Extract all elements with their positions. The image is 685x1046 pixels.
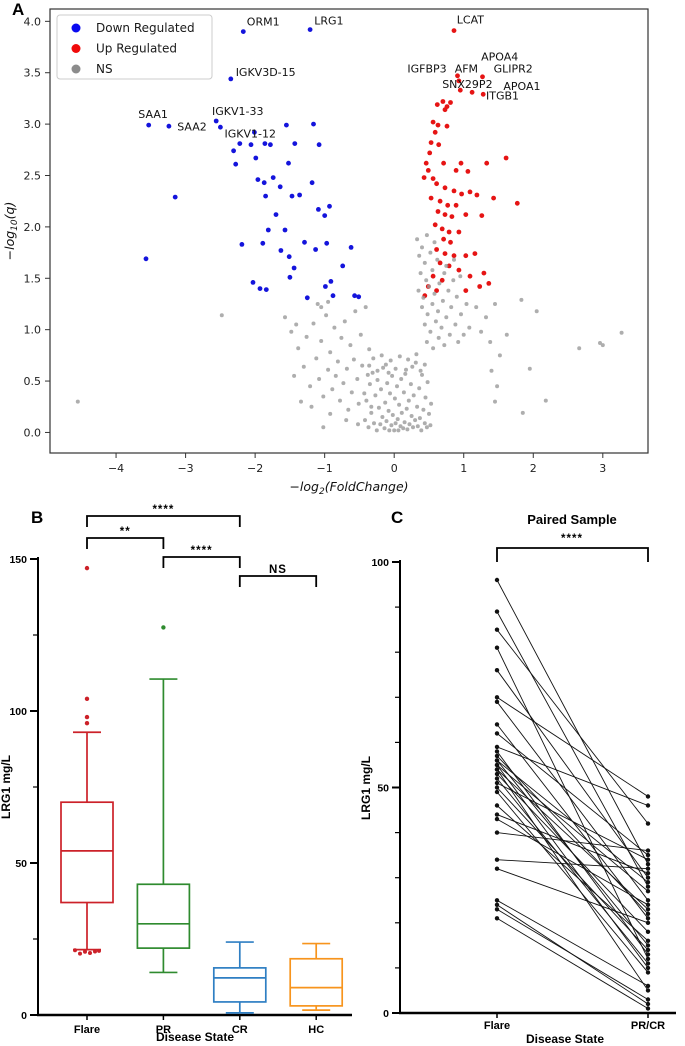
y-tick-label: 50 [377, 782, 389, 794]
outliers-pr [161, 625, 166, 630]
box-hc [289, 942, 344, 1011]
sig-bracket [238, 575, 318, 587]
gene-label: ITGB1 [486, 89, 519, 102]
y-tick-label: 0 [21, 1010, 27, 1022]
gene-label: ORM1 [247, 15, 280, 28]
y-tick-label: 3.5 [24, 67, 42, 80]
box-pr [136, 678, 191, 974]
category-label: HC [308, 1024, 324, 1036]
ns-points [75, 233, 624, 433]
y-axis-label: LRG1 mg/L [0, 755, 13, 819]
legend-box [56, 14, 213, 80]
legend-label: Up Regulated [96, 42, 177, 56]
y-tick-label: 0.0 [24, 426, 42, 439]
y-tick-label: 2.5 [24, 170, 42, 183]
y-tick-label: 0.5 [24, 375, 42, 388]
gene-label: LCAT [457, 13, 484, 26]
box-cr [212, 941, 267, 1014]
y-tick-label: 100 [371, 557, 389, 569]
sig-label: ** [120, 526, 131, 538]
sig-label: **** [191, 545, 213, 557]
panel-b-label: B [31, 508, 44, 527]
legend-marker [71, 23, 81, 33]
gene-label: SNX29P2 [442, 78, 492, 91]
sig-bracket [496, 547, 649, 562]
x-tick-label: 2 [530, 462, 537, 475]
paired-lines [496, 579, 649, 1009]
category-label: PR [156, 1024, 171, 1036]
y-tick-label: 1.0 [24, 324, 42, 337]
down-regulated-points [143, 27, 362, 301]
gene-label: GLIPR2 [494, 63, 533, 76]
y-tick-label: 4.0 [24, 15, 42, 28]
category-label: Flare [74, 1024, 100, 1036]
axis-ticks: −4 −3 −2 −1 0 1 2 3 0.0 0.5 1.0 1.5 2.0 2.5 3.0 3.5 4.0 [24, 15, 607, 475]
y-tick-label: 150 [9, 554, 27, 566]
category-label: Flare [484, 1020, 510, 1032]
plot-frame [49, 8, 649, 454]
y-tick-label: 100 [9, 706, 27, 718]
axis-ticks: 0 50 100 150 [9, 554, 38, 1022]
legend-marker [71, 44, 81, 53]
x-tick-label: −1 [317, 462, 333, 475]
box-flare [60, 731, 114, 951]
gene-label: APOA1 [503, 80, 540, 93]
x-axis-label: −log2(FoldChange) [289, 479, 408, 497]
sig-bracket [86, 537, 165, 549]
x-tick-label: 1 [460, 462, 467, 475]
gene-label: IGKV3D-15 [236, 66, 296, 79]
up-regulated-points [421, 28, 520, 299]
gene-label: APOA4 [481, 50, 518, 63]
sig-label: **** [561, 533, 583, 545]
category-label: CR [232, 1024, 248, 1036]
x-tick-label: 3 [599, 462, 606, 475]
gene-label: IGKV1-12 [225, 128, 276, 141]
y-tick-label: 2.0 [24, 221, 42, 234]
gene-annotations: ORM1 LRG1 LCAT IGKV3D-15 SAA1 SAA2 IGKV1-33 IGK… [138, 13, 540, 140]
gene-label: SAA1 [138, 108, 168, 121]
gene-label: AFM [455, 63, 478, 76]
chart-title: Paired Sample [527, 512, 617, 527]
legend: Down Regulated Up Regulated NS [56, 14, 213, 80]
y-tick-label: 50 [15, 858, 27, 870]
y-axis-label: −log10(q) [2, 202, 20, 261]
axis-ticks: 0 50 100 [371, 557, 400, 1020]
panel-a-label: A [12, 0, 25, 19]
gene-label: IGFBP3 [407, 63, 446, 76]
y-tick-label: 1.5 [24, 272, 42, 285]
y-axis-label: LRG1 mg/L [360, 756, 373, 820]
x-axis-label: Disease State [526, 1032, 604, 1046]
gene-label: LRG1 [314, 14, 343, 27]
paired-sample-plot: 0 50 100 Flare PR/CR Paired Sample **** Disease… [360, 512, 676, 1046]
legend-label: NS [96, 62, 113, 76]
x-axis-label: Disease State [156, 1030, 234, 1044]
x-tick-label: −2 [247, 462, 263, 475]
x-tick-label: −3 [177, 462, 193, 475]
paired-points [494, 577, 651, 1011]
y-tick-label: 3.0 [24, 118, 42, 131]
panel-c-label: C [391, 508, 404, 527]
category-label: PR/CR [631, 1020, 665, 1032]
x-tick-label: −4 [108, 462, 124, 475]
legend-label: Down Regulated [96, 21, 195, 35]
x-tick-label: 0 [391, 462, 398, 475]
sig-label: **** [152, 504, 174, 516]
sig-bracket [162, 556, 241, 568]
y-tick-label: 0 [383, 1008, 389, 1020]
gene-label: SAA2 [177, 120, 207, 133]
legend-marker [71, 64, 81, 74]
gene-label: IGKV1-33 [212, 105, 263, 118]
outliers-flare [73, 565, 101, 956]
sig-bracket [86, 515, 241, 527]
volcano-plot: −4 −3 −2 −1 0 1 2 30.00.51.01.52.02.53.03.54.0−… [2, 8, 649, 497]
sig-label: NS [269, 564, 287, 576]
